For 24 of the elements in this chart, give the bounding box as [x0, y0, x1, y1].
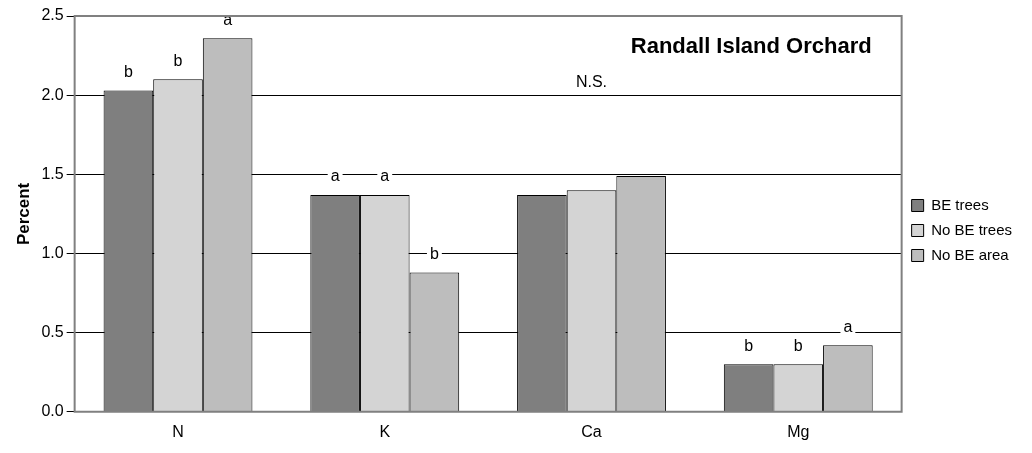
- y-tick-label: 0.0: [41, 402, 64, 420]
- x-tick-label: Mg: [787, 422, 810, 440]
- legend-label: BE trees: [931, 195, 989, 213]
- data-label: a: [380, 167, 390, 185]
- data-label: b: [793, 336, 803, 354]
- x-tick-label: Ca: [581, 422, 602, 440]
- data-label: b: [429, 244, 439, 262]
- data-label: a: [330, 167, 340, 185]
- y-tick-label: 1.0: [41, 243, 64, 261]
- y-tick-label: 0.5: [41, 323, 64, 341]
- legend-label: No BE area: [931, 245, 1010, 263]
- text: Randall Island Orchard: [630, 33, 872, 59]
- y-tick-label: 1.5: [41, 164, 64, 182]
- y-axis-title: Percent: [13, 182, 33, 246]
- data-label: a: [843, 317, 853, 335]
- y-tick-label: 2.0: [41, 85, 64, 103]
- x-tick-label: N: [172, 422, 184, 440]
- annotation: N.S.: [575, 73, 608, 91]
- legend-label: No BE trees: [931, 220, 1013, 238]
- data-label: b: [744, 336, 754, 354]
- y-tick-label: 2.5: [41, 6, 64, 24]
- x-tick-label: K: [379, 422, 391, 440]
- data-label: b: [173, 51, 183, 69]
- data-label: b: [123, 62, 133, 80]
